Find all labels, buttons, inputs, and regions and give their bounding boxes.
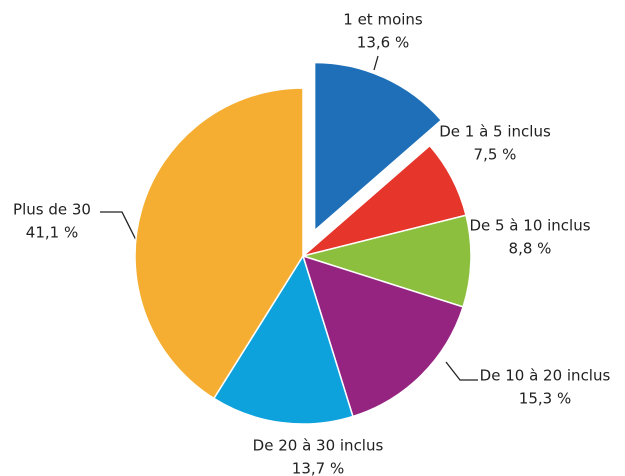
pie-slice [134, 87, 304, 400]
slice-label: De 20 à 30 inclus [253, 437, 384, 455]
value-label: 7,5 % [474, 146, 517, 164]
pie-slice [300, 214, 472, 308]
value-label: 13,6 % [357, 34, 409, 52]
value-label: 41,1 % [26, 224, 78, 242]
value-label: 8,8 % [509, 240, 552, 258]
value-label: 13,7 % [292, 460, 344, 476]
pie-slice [301, 254, 465, 418]
slice-label: Plus de 30 [13, 201, 91, 219]
leader-line [100, 211, 137, 241]
slice-label: De 10 à 20 inclus [480, 367, 611, 385]
pie-slice [212, 254, 354, 425]
slice-label: 1 et moins [343, 11, 423, 29]
slice-label: De 5 à 10 inclus [469, 217, 590, 235]
pie-slice [313, 61, 443, 233]
leader-line [445, 361, 478, 381]
value-label: 15,3 % [519, 390, 571, 408]
slice-label: De 1 à 5 inclus [439, 123, 551, 141]
leader-line [373, 55, 379, 71]
